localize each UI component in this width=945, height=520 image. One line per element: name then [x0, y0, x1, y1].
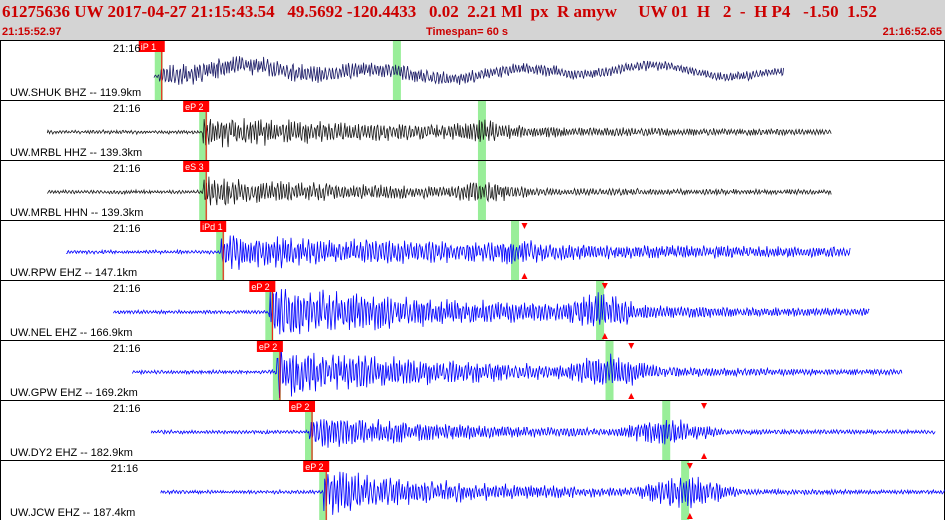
seismic-trace	[66, 235, 851, 270]
station-label: UW.SHUK BHZ -- 119.9km	[10, 87, 141, 99]
station-label: UW.NEL EHZ -- 166.9km	[10, 327, 132, 339]
pick-flag[interactable]	[183, 161, 210, 172]
pick-label: eP 2	[291, 402, 309, 412]
s-marker-bottom-icon	[686, 513, 693, 519]
window-end-time: 21:16:52.65	[882, 26, 942, 38]
minute-label: 21:16	[113, 283, 141, 295]
s-marker-top-icon	[686, 463, 693, 469]
s-marker-bottom-icon	[601, 333, 608, 339]
s-pick-window	[477, 101, 486, 160]
s-pick-window	[511, 221, 520, 280]
p-pick-window	[272, 341, 281, 400]
pick-label: eP 2	[185, 102, 203, 112]
station-label: UW.JCW EHZ -- 187.4km	[10, 507, 135, 519]
p-pick-window	[319, 461, 328, 520]
p-pick-window	[199, 101, 208, 160]
s-marker-bottom-icon	[521, 273, 528, 279]
p-pick-window	[154, 41, 163, 100]
s-marker-top-icon	[628, 343, 635, 349]
pick-label: eP 2	[259, 342, 277, 352]
waveform-panel[interactable]: eP 2 21:16 UW.MRBL HHZ -- 139.3km	[0, 100, 945, 161]
pick-flag[interactable]	[200, 221, 227, 232]
waveform-panel[interactable]: eP 2 21:16 UW.JCW EHZ -- 187.4km	[0, 460, 945, 520]
station-label: UW.MRBL HHN -- 139.3km	[10, 207, 143, 219]
s-marker-top-icon	[521, 223, 528, 229]
minute-label: 21:16	[113, 43, 141, 55]
minute-label: 21:16	[113, 403, 141, 415]
minute-label: 21:16	[113, 343, 141, 355]
station-label: UW.DY2 EHZ -- 182.9km	[10, 447, 133, 459]
s-marker-top-icon	[701, 403, 708, 409]
seismic-trace	[131, 346, 903, 399]
pick-label: eP 2	[305, 462, 323, 472]
pick-flag[interactable]	[183, 101, 210, 112]
s-pick-window	[662, 401, 671, 460]
waveform-panel[interactable]: iP 121:16 UW.SHUK BHZ -- 119.9km	[0, 40, 945, 101]
s-pick-window	[392, 41, 401, 100]
seismic-trace	[46, 176, 832, 206]
event-summary-title: 61275636 UW 2017-04-27 21:15:43.54 49.56…	[2, 2, 877, 21]
waveform-panel[interactable]: eS 3 21:16 UW.MRBL HHN -- 139.3km	[0, 160, 945, 221]
pick-label: iPd 1	[202, 222, 223, 232]
p-pick-window	[305, 401, 314, 460]
waveform-panel[interactable]: eP 2 21:16 UW.DY2 EHZ -- 182.9km	[0, 400, 945, 461]
station-label: UW.GPW EHZ -- 169.2km	[10, 387, 138, 399]
waveform-panels[interactable]: iP 1 21:16 UW.SHUK BHZ -- 119.9km eP 2 21:16…	[0, 40, 945, 520]
pick-flag[interactable]	[249, 281, 276, 292]
s-pick-window	[681, 461, 690, 520]
s-marker-bottom-icon	[628, 393, 635, 399]
pick-label: eS 3	[185, 162, 204, 172]
seismic-trace	[46, 118, 832, 148]
timespan-label: Timespan= 60 s	[426, 26, 509, 38]
waveform-panel[interactable]: eP 2 21:16 UW.NEL EHZ -- 166.9km	[0, 280, 945, 341]
minute-label: 21:16	[113, 163, 141, 175]
waveform-panel[interactable]: iPd 1 21:16 UW.RPW EHZ -- 147.1km	[0, 220, 945, 281]
seismic-trace	[150, 419, 936, 448]
station-label: UW.MRBL HHZ -- 139.3km	[10, 147, 142, 159]
minute-label: 21:16	[113, 103, 141, 115]
pick-flag[interactable]	[289, 401, 316, 412]
seismic-trace	[160, 471, 945, 515]
pick-label: iP 1	[141, 42, 156, 52]
minute-label: 21:16	[111, 463, 139, 475]
s-marker-top-icon	[601, 283, 608, 289]
s-marker-bottom-icon	[701, 453, 708, 459]
seismic-trace	[153, 56, 784, 85]
p-pick-window	[216, 221, 225, 280]
s-pick-window	[596, 281, 605, 340]
pick-flag[interactable]	[256, 341, 283, 352]
s-pick-window	[605, 341, 614, 400]
waveform-panel[interactable]: eP 2 21:16 UW.GPW EHZ -- 169.2km	[0, 340, 945, 401]
window-start-time: 21:15:52.97	[2, 26, 62, 38]
pick-label: eP 2	[251, 282, 269, 292]
seismic-trace	[113, 288, 870, 335]
pick-flag[interactable]	[303, 461, 330, 472]
minute-label: 21:16	[113, 223, 141, 235]
pick-flag[interactable]	[138, 41, 165, 52]
station-label: UW.RPW EHZ -- 147.1km	[10, 267, 137, 279]
event-header: 61275636 UW 2017-04-27 21:15:43.54 49.56…	[0, 0, 945, 40]
